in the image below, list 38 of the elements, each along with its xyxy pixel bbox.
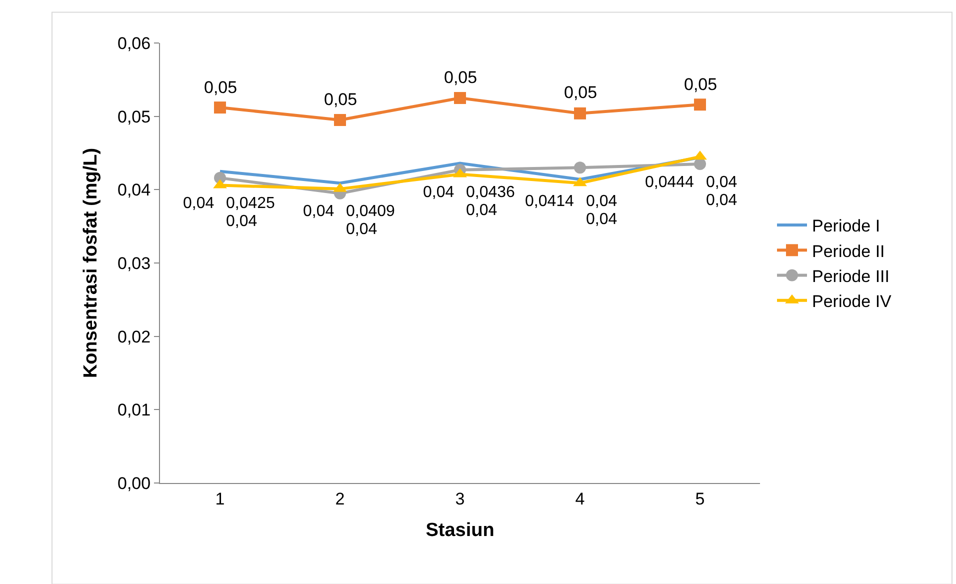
data-label: 0,05 bbox=[564, 83, 598, 102]
data-label: 0,04 bbox=[706, 192, 738, 209]
data-label: 0,04 bbox=[706, 174, 738, 191]
y-tick-label: 0,01 bbox=[118, 400, 151, 420]
data-label: 0,04 bbox=[346, 221, 378, 238]
y-tick-label: 0,03 bbox=[118, 254, 151, 273]
data-label: 0,0436 bbox=[466, 184, 516, 201]
x-tick-label: 1 bbox=[215, 489, 225, 508]
data-label: 0,04 bbox=[303, 203, 334, 220]
data-label: 0,05 bbox=[684, 75, 718, 94]
legend-label: Periode I bbox=[812, 216, 880, 236]
data-label: 0,05 bbox=[324, 90, 358, 109]
y-tick-label: 0,02 bbox=[118, 327, 151, 346]
y-tick-label: 0,00 bbox=[118, 474, 151, 493]
x-tick-label: 5 bbox=[695, 489, 705, 508]
legend-label: Periode II bbox=[812, 242, 885, 261]
x-axis-title: Stasiun bbox=[426, 520, 494, 542]
data-label: 0,04 bbox=[226, 213, 258, 230]
legend-label: Periode IV bbox=[812, 292, 892, 311]
y-axis-title: Konsentrasi fosfat (mg/L) bbox=[80, 148, 102, 378]
x-tick-label: 2 bbox=[335, 489, 345, 508]
data-label: 0,0414 bbox=[525, 193, 574, 210]
data-label: 0,04 bbox=[183, 195, 214, 212]
data-label: 0,04 bbox=[423, 184, 454, 201]
data-label: 0,05 bbox=[204, 78, 238, 97]
data-label: 0,0444 bbox=[645, 174, 694, 191]
data-label: 0,0409 bbox=[346, 203, 396, 220]
data-label: 0,05 bbox=[444, 68, 478, 87]
data-label: 0,04 bbox=[466, 202, 498, 219]
y-tick-label: 0,06 bbox=[118, 34, 151, 53]
legend-label: Periode III bbox=[812, 266, 890, 286]
y-tick-label: 0,05 bbox=[118, 107, 151, 126]
y-tick-label: 0,04 bbox=[118, 180, 151, 200]
data-label: 0,0425 bbox=[226, 195, 276, 212]
data-label: 0,04 bbox=[586, 211, 618, 228]
data-label: 0,04 bbox=[586, 193, 618, 210]
x-tick-label: 4 bbox=[575, 489, 585, 508]
x-tick-label: 3 bbox=[455, 489, 465, 508]
